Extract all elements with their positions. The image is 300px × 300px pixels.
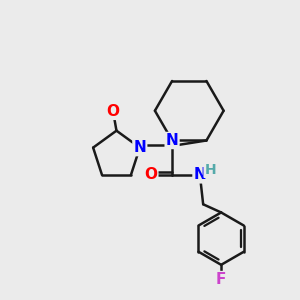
- Text: N: N: [194, 167, 206, 182]
- Text: F: F: [216, 272, 226, 287]
- Text: O: O: [144, 167, 157, 182]
- Text: N: N: [134, 140, 146, 155]
- Text: N: N: [166, 133, 178, 148]
- Text: O: O: [106, 104, 120, 119]
- Text: H: H: [205, 163, 216, 177]
